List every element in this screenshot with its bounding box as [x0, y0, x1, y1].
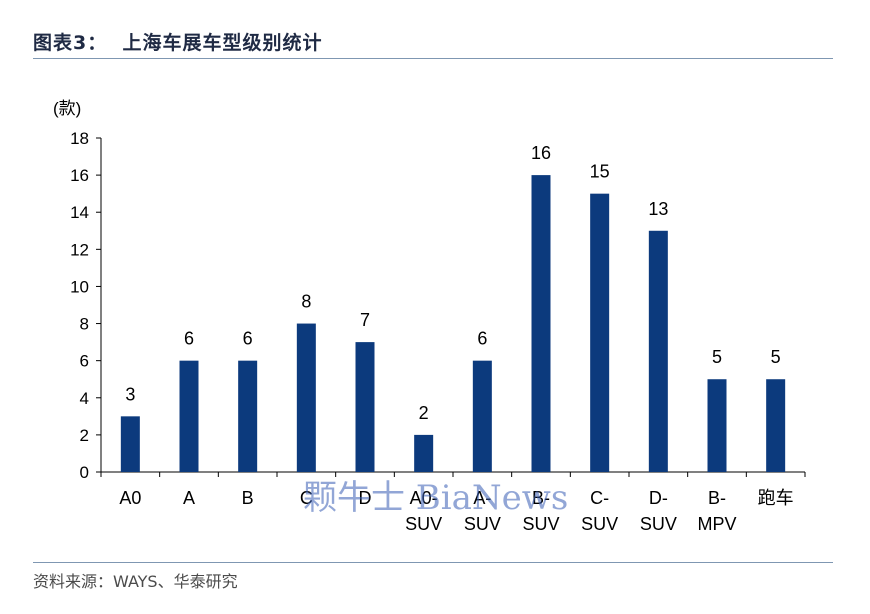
- x-tick-label: D-: [649, 488, 668, 508]
- source-note: 资料来源：WAYS、华泰研究: [33, 572, 238, 591]
- data-label: 6: [477, 329, 487, 349]
- title-bar: 图表3： 上海车展车型级别统计: [33, 28, 833, 59]
- y-tick-label: 6: [80, 352, 89, 371]
- y-tick-label: 4: [80, 389, 89, 408]
- x-tick-label: C: [300, 488, 313, 508]
- bar: [531, 175, 551, 472]
- bar: [766, 379, 786, 472]
- footer-divider: [33, 562, 833, 563]
- data-label: 6: [184, 329, 194, 349]
- bar-chart: (款) 0 2 4 6 8 10 12 14 16 18 3 A0 6 A 6 B 8 C 7 D 2 A0- SUV 6 A- S…: [53, 99, 806, 534]
- y-tick-label: 18: [70, 129, 89, 148]
- x-tick-label: B-: [708, 488, 726, 508]
- x-tick-label: 跑车: [758, 488, 794, 508]
- x-tick-label: B-: [532, 488, 550, 508]
- data-label: 7: [360, 310, 370, 330]
- y-tick-label: 14: [70, 203, 89, 222]
- bar: [355, 342, 375, 472]
- data-label: 16: [531, 143, 551, 163]
- x-tick-label: A-: [473, 488, 491, 508]
- y-tick-label: 8: [80, 315, 89, 334]
- chart-area: (款) 0 2 4 6 8 10 12 14 16 18 3 A0 6 A 6 B 8 C 7 D 2 A0- SUV 6 A- S…: [33, 92, 833, 552]
- y-tick-label: 0: [80, 463, 89, 482]
- data-label: 6: [243, 329, 253, 349]
- bar: [707, 379, 727, 472]
- data-label: 13: [648, 199, 668, 219]
- data-label: 15: [590, 162, 610, 182]
- x-tick-label: C-: [590, 488, 609, 508]
- chart-title: 图表3： 上海车展车型级别统计: [33, 32, 323, 54]
- y-tick-label: 2: [80, 426, 89, 445]
- bar: [472, 360, 492, 472]
- x-tick-label: SUV: [405, 514, 442, 534]
- x-tick-label: SUV: [464, 514, 501, 534]
- x-tick-label: A0-: [410, 488, 438, 508]
- y-tick-label: 16: [70, 166, 89, 185]
- data-label: 3: [125, 384, 135, 404]
- data-label: 5: [771, 347, 781, 367]
- bar: [414, 434, 434, 472]
- data-label: 5: [712, 347, 722, 367]
- y-unit-label: (款): [53, 99, 81, 118]
- x-tick-label: SUV: [581, 514, 618, 534]
- x-tick-label: D: [359, 488, 372, 508]
- x-tick-label: MPV: [697, 514, 736, 534]
- bar: [179, 360, 199, 472]
- bar: [238, 360, 258, 472]
- bar: [590, 193, 610, 472]
- x-tick-label: A: [183, 488, 195, 508]
- data-label: 8: [301, 292, 311, 312]
- bar: [648, 230, 668, 472]
- bar: [296, 323, 316, 472]
- x-tick-label: A0: [119, 488, 141, 508]
- data-label: 2: [419, 403, 429, 423]
- x-tick-label: B: [242, 488, 254, 508]
- y-tick-label: 10: [70, 277, 89, 296]
- y-tick-label: 12: [70, 240, 89, 259]
- bar: [120, 416, 140, 472]
- x-tick-label: SUV: [640, 514, 677, 534]
- x-tick-label: SUV: [522, 514, 559, 534]
